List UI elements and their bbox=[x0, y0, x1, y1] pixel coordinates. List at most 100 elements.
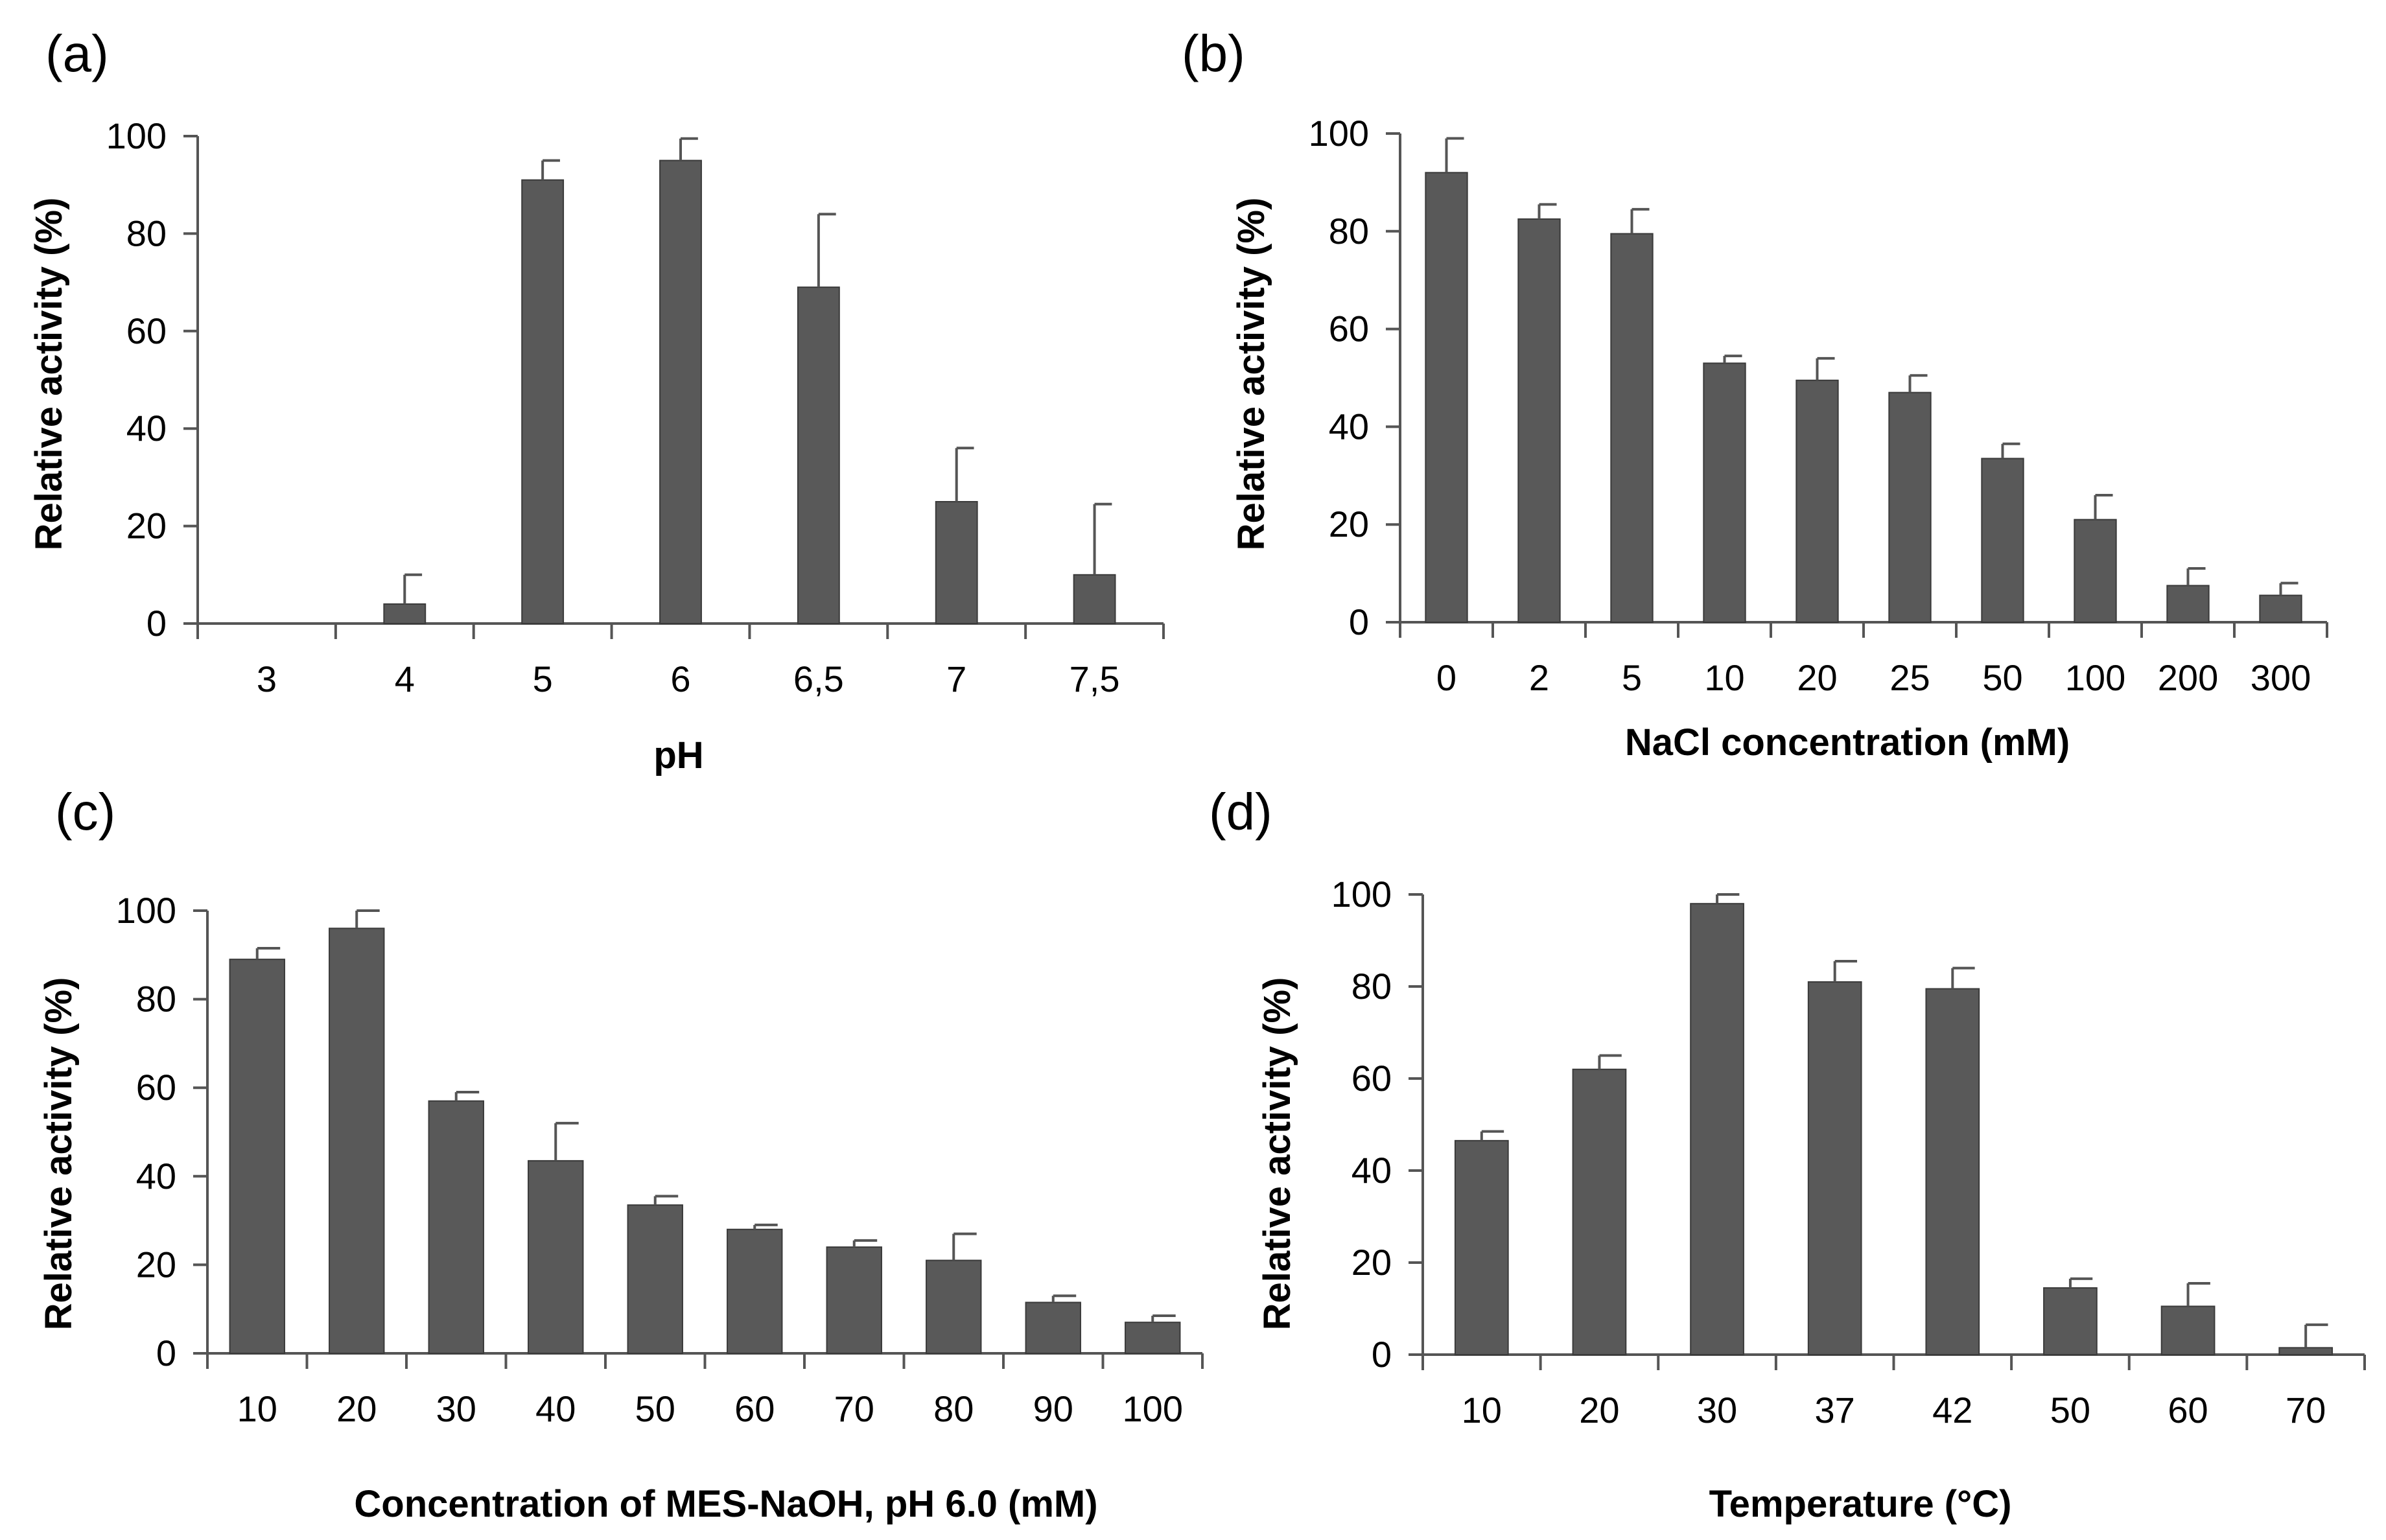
y-tick-label-d: 100 bbox=[1331, 874, 1392, 915]
panel-label-d: (d) bbox=[1209, 783, 1272, 841]
bar-b bbox=[2074, 519, 2117, 623]
bar-c bbox=[627, 1204, 683, 1354]
bar-d bbox=[2043, 1287, 2098, 1356]
x-tick-label-d: 10 bbox=[1462, 1390, 1502, 1430]
bar-a bbox=[659, 159, 702, 625]
panel-a: (a) Relative activity (%) pH 0 20 40 60 80 10… bbox=[28, 25, 1165, 776]
x-tick-label-a: 5 bbox=[533, 659, 553, 699]
x-axis-title-d: Temperature (°C) bbox=[1709, 1483, 2012, 1525]
x-tick-label-d: 42 bbox=[1932, 1390, 1972, 1430]
x-tick-label-c: 60 bbox=[734, 1388, 775, 1429]
y-tick-label-a: 80 bbox=[126, 213, 167, 253]
bar-d bbox=[1925, 988, 1980, 1356]
x-tick-label-b: 100 bbox=[2065, 657, 2125, 698]
y-tick-label-b: 100 bbox=[1309, 113, 1369, 154]
x-tick-label-b: 20 bbox=[1797, 657, 1837, 698]
bar-a bbox=[797, 286, 840, 624]
y-tick-label-d: 40 bbox=[1351, 1150, 1392, 1191]
x-tick-label-a: 4 bbox=[395, 659, 415, 699]
y-tick-label-b: 20 bbox=[1329, 504, 1369, 544]
x-tick-label-b: 5 bbox=[1622, 657, 1642, 698]
x-tick-label-c: 20 bbox=[336, 1388, 377, 1429]
x-tick-label-c: 50 bbox=[635, 1388, 675, 1429]
x-tick-label-c: 70 bbox=[834, 1388, 874, 1429]
y-tick-label-a: 20 bbox=[126, 506, 167, 546]
y-tick-label-a: 100 bbox=[106, 115, 167, 156]
panel-b: (b) Relative activity (%) NaCl concentra… bbox=[1182, 25, 2328, 764]
panel-d: (d) Relative activity (%) Temperature (°… bbox=[1209, 783, 2366, 1525]
x-tick-label-b: 10 bbox=[1704, 657, 1744, 698]
y-tick-label-d: 20 bbox=[1351, 1242, 1392, 1283]
panel-label-b: (b) bbox=[1182, 25, 1245, 82]
x-tick-label-b: 2 bbox=[1529, 657, 1549, 698]
y-tick-label-c: 100 bbox=[116, 890, 176, 931]
bar-b bbox=[2166, 585, 2210, 624]
x-tick-label-c: 100 bbox=[1123, 1388, 1183, 1429]
bar-d bbox=[1807, 981, 1862, 1355]
y-tick-label-b: 80 bbox=[1329, 211, 1369, 251]
x-tick-label-c: 10 bbox=[237, 1388, 277, 1429]
y-tick-label-c: 40 bbox=[136, 1156, 176, 1196]
x-tick-label-a: 6,5 bbox=[793, 659, 844, 699]
y-tick-label-b: 0 bbox=[1349, 601, 1369, 642]
bar-c bbox=[926, 1259, 982, 1354]
panel-c: (c) Relative activity (%) Concentration … bbox=[38, 783, 1204, 1525]
x-tick-label-d: 37 bbox=[1815, 1390, 1855, 1430]
y-axis-title-a: Relative activity (%) bbox=[28, 198, 70, 551]
bar-c bbox=[229, 959, 285, 1354]
x-tick-label-d: 30 bbox=[1697, 1390, 1737, 1430]
y-tick-label-d: 80 bbox=[1351, 966, 1392, 1007]
x-tick-label-b: 300 bbox=[2251, 657, 2311, 698]
y-tick-label-c: 0 bbox=[156, 1333, 176, 1373]
bar-a bbox=[383, 603, 427, 624]
bar-a bbox=[1073, 574, 1116, 624]
bar-b bbox=[1425, 172, 1468, 623]
x-tick-label-a: 6 bbox=[670, 659, 690, 699]
x-tick-label-c: 80 bbox=[933, 1388, 974, 1429]
plot-area-a: 0 20 40 60 80 100 3 4 5 6 6,5 7 7,5 bbox=[106, 115, 1165, 699]
bar-d bbox=[1572, 1068, 1627, 1356]
x-tick-label-d: 70 bbox=[2286, 1390, 2326, 1430]
bar-c bbox=[428, 1100, 484, 1354]
panel-label-a: (a) bbox=[45, 25, 109, 82]
x-tick-label-d: 60 bbox=[2168, 1390, 2208, 1430]
y-tick-label-d: 0 bbox=[1372, 1334, 1392, 1375]
bar-c bbox=[1025, 1301, 1081, 1354]
y-tick-label-b: 60 bbox=[1329, 309, 1369, 349]
bar-c bbox=[329, 928, 385, 1354]
y-tick-label-a: 40 bbox=[126, 408, 167, 449]
bar-c bbox=[727, 1228, 783, 1355]
x-axis-title-c: Concentration of MES-NaOH, pH 6.0 (mM) bbox=[354, 1483, 1097, 1525]
x-tick-label-c: 90 bbox=[1033, 1388, 1073, 1429]
y-tick-label-a: 0 bbox=[146, 603, 167, 644]
x-tick-label-b: 0 bbox=[1436, 657, 1456, 698]
x-tick-label-b: 25 bbox=[1889, 657, 1930, 698]
x-tick-label-c: 30 bbox=[436, 1388, 476, 1429]
x-axis-title-b: NaCl concentration (mM) bbox=[1625, 721, 2070, 764]
bar-c bbox=[528, 1160, 584, 1355]
x-tick-label-d: 20 bbox=[1579, 1390, 1619, 1430]
bar-b bbox=[1517, 218, 1561, 623]
bar-d bbox=[1454, 1139, 1509, 1355]
y-tick-label-c: 60 bbox=[136, 1067, 176, 1108]
x-tick-label-a: 3 bbox=[257, 659, 277, 699]
plot-area-d: 0 20 40 60 80 100 10 20 30 37 42 50 60 70 bbox=[1331, 874, 2366, 1430]
x-tick-label-d: 50 bbox=[2050, 1390, 2090, 1430]
bar-c bbox=[826, 1246, 882, 1354]
bar-a bbox=[935, 501, 978, 624]
bar-b bbox=[1795, 379, 1839, 624]
bar-d bbox=[1690, 903, 1744, 1355]
y-axis-title-d: Relative activity (%) bbox=[1256, 977, 1298, 1331]
x-tick-label-b: 50 bbox=[1982, 657, 2022, 698]
bar-c bbox=[1125, 1322, 1181, 1354]
x-tick-label-a: 7 bbox=[946, 659, 966, 699]
y-tick-label-d: 60 bbox=[1351, 1058, 1392, 1099]
bar-a bbox=[521, 179, 565, 624]
y-axis-title-b: Relative activity (%) bbox=[1230, 198, 1272, 551]
panel-label-c: (c) bbox=[55, 783, 115, 841]
x-tick-label-a: 7,5 bbox=[1070, 659, 1120, 699]
bar-d bbox=[2160, 1305, 2216, 1355]
x-tick-label-c: 40 bbox=[535, 1388, 576, 1429]
